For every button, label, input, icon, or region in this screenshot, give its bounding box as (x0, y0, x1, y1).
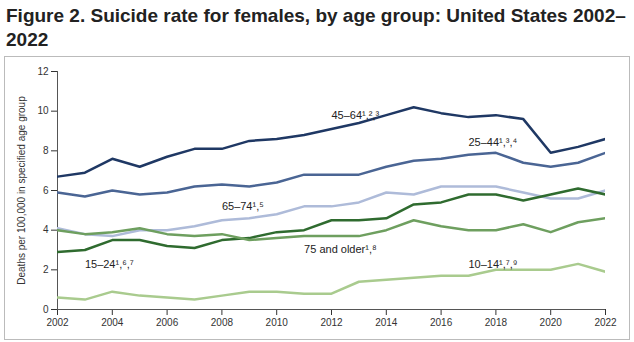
svg-text:25–44¹,³,⁴: 25–44¹,³,⁴ (469, 136, 518, 148)
svg-text:Deaths per 100,000 in specifie: Deaths per 100,000 in specified age grou… (16, 96, 27, 285)
svg-text:12: 12 (37, 66, 49, 77)
svg-text:0: 0 (43, 304, 49, 315)
svg-text:65–74¹,⁵: 65–74¹,⁵ (222, 200, 264, 212)
svg-text:45–64¹,²,³: 45–64¹,²,³ (332, 109, 380, 121)
svg-text:2020: 2020 (540, 317, 563, 328)
svg-text:75 and older¹,⁸: 75 and older¹,⁸ (304, 243, 377, 255)
svg-text:2: 2 (43, 264, 49, 275)
svg-text:2006: 2006 (156, 317, 179, 328)
svg-text:2010: 2010 (266, 317, 289, 328)
svg-text:2004: 2004 (101, 317, 124, 328)
svg-text:2022: 2022 (594, 317, 617, 328)
svg-text:15–24¹,⁶,⁷: 15–24¹,⁶,⁷ (85, 258, 134, 270)
svg-text:10–14¹,⁷,⁹: 10–14¹,⁷,⁹ (469, 258, 518, 270)
svg-text:4: 4 (43, 224, 49, 235)
svg-text:2008: 2008 (211, 317, 234, 328)
svg-text:2016: 2016 (430, 317, 453, 328)
svg-text:2012: 2012 (320, 317, 343, 328)
svg-text:10: 10 (37, 105, 49, 116)
svg-text:2014: 2014 (375, 317, 398, 328)
svg-text:2002: 2002 (46, 317, 69, 328)
svg-text:8: 8 (43, 145, 49, 156)
svg-text:2018: 2018 (485, 317, 508, 328)
html-text:Figure 2. Suicide rate for fem: Figure 2. Suicide rate for females, by a… (6, 5, 626, 50)
svg-text:6: 6 (43, 185, 49, 196)
